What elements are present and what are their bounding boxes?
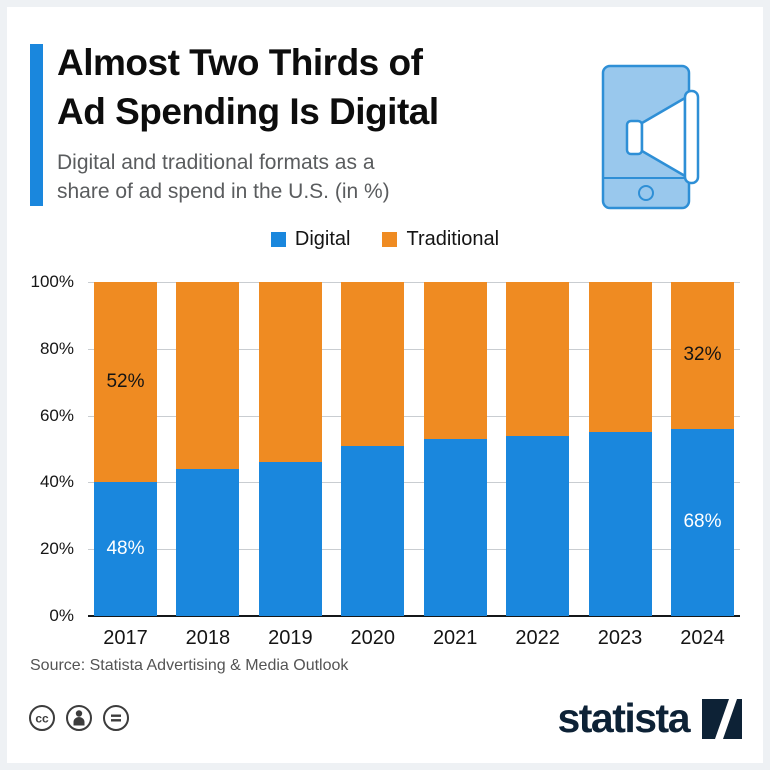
y-tick-label: 20%	[39, 539, 74, 559]
y-tick-label: 100%	[30, 272, 74, 291]
legend-item-traditional: Traditional	[382, 228, 499, 251]
gridline	[88, 549, 740, 551]
gridline	[88, 482, 740, 484]
bar-2020	[341, 282, 405, 616]
x-tick-label: 2019	[268, 627, 313, 649]
x-axis-line	[88, 615, 740, 617]
source-note: Source: Statista Advertising & Media Out…	[30, 657, 349, 674]
x-tick-label: 2018	[185, 627, 231, 649]
x-tick-label: 2020	[350, 627, 396, 649]
traditional-swatch-icon	[382, 232, 398, 247]
bar-2019	[258, 282, 322, 616]
statista-wordmark: statista	[557, 695, 690, 741]
x-tick-label: 2021	[432, 627, 478, 649]
bar-segment-traditional	[423, 282, 487, 439]
bar-segment-digital	[506, 435, 570, 616]
bar-segment-traditional	[258, 282, 322, 463]
bars: 52% 48% 32% 68%	[88, 282, 740, 616]
bar-segment-digital	[176, 469, 240, 616]
bar-segment-traditional	[506, 282, 570, 436]
bar-segment-traditional	[176, 282, 240, 470]
bar-segment-traditional	[588, 282, 652, 433]
legend-item-digital: Digital	[270, 228, 351, 251]
x-tick-label: 2022	[515, 627, 560, 649]
bar-segment-traditional: 52%	[94, 282, 157, 483]
gridline	[88, 348, 740, 350]
svg-text:cc: cc	[35, 712, 49, 726]
subtitle-line-1: Digital and traditional formats as a	[57, 151, 375, 174]
bar-value-label: 48%	[106, 538, 145, 560]
bar-value-label: 68%	[683, 511, 722, 533]
legend: Digital Traditional	[0, 228, 770, 251]
equal-sign-icon	[103, 705, 129, 731]
title-line-2: Ad Spending Is Digital	[57, 91, 439, 132]
y-tick-label: 80%	[39, 338, 74, 358]
bar-segment-traditional: 32%	[670, 282, 734, 429]
chart-title: Almost Two Thirds of Ad Spending Is Digi…	[57, 38, 439, 136]
y-axis-labels: 100% 80% 60% 40% 20% 0%	[0, 272, 74, 625]
bar-segment-traditional	[341, 282, 405, 446]
cc-icon: cc	[29, 705, 55, 731]
bar-segment-digital: 48%	[94, 482, 157, 616]
digital-swatch-icon	[270, 232, 286, 247]
bar-value-label: 52%	[106, 371, 145, 393]
statista-brand: statista	[557, 698, 742, 739]
bar-2018	[176, 282, 240, 616]
megaphone-icon	[625, 89, 700, 185]
bar-2024: 32% 68%	[670, 282, 734, 616]
x-tick-label: 2024	[680, 627, 725, 649]
phone-megaphone-illustration	[601, 64, 700, 210]
gridline	[88, 282, 740, 283]
bar-segment-digital	[258, 462, 322, 616]
bar-value-label: 32%	[683, 344, 722, 366]
bar-segment-digital	[423, 438, 487, 616]
x-tick-label: 2017	[103, 627, 148, 649]
bar-segment-digital: 68%	[670, 428, 734, 616]
license-icons: cc	[28, 704, 130, 732]
bar-segment-digital	[341, 445, 405, 616]
phone-home-button-icon	[638, 185, 654, 201]
attribution-person-icon	[66, 705, 92, 731]
y-tick-label: 0%	[49, 606, 74, 625]
x-tick-label: 2023	[597, 627, 643, 649]
legend-label-traditional: Traditional	[406, 228, 500, 250]
y-tick-label: 60%	[39, 405, 74, 425]
bar-2021	[423, 282, 487, 616]
gridline	[88, 415, 740, 417]
bar-2022	[506, 282, 570, 616]
chart-subtitle: Digital and traditional formats as a sha…	[57, 148, 390, 206]
legend-label-digital: Digital	[294, 228, 351, 250]
bar-segment-digital	[588, 432, 652, 616]
subtitle-line-2: share of ad spend in the U.S. (in %)	[57, 180, 390, 203]
gridlines	[88, 282, 740, 617]
statista-logo-icon	[702, 698, 742, 739]
x-axis-labels: 2017 2018 2019 2020 2021 2022 2023 2024	[88, 627, 740, 650]
plot-area: 52% 48% 32% 68%	[88, 282, 740, 617]
y-tick-label: 40%	[39, 472, 74, 492]
title-line-1: Almost Two Thirds of	[57, 42, 423, 83]
bar-2017: 52% 48%	[94, 282, 157, 616]
bar-2023	[588, 282, 652, 616]
title-accent-bar	[30, 44, 43, 206]
